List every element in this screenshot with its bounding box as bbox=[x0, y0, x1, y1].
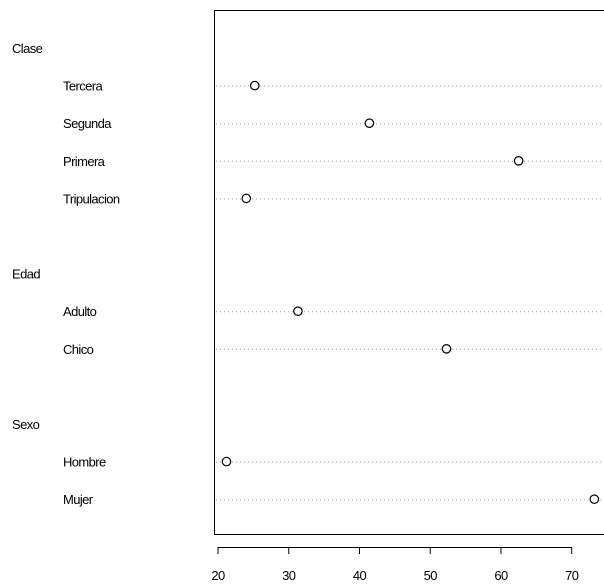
x-tick-label: 60 bbox=[494, 568, 508, 583]
data-point bbox=[364, 118, 375, 128]
x-tick-label: 30 bbox=[282, 568, 296, 583]
group-label: Edad bbox=[12, 267, 40, 282]
row-label: Hombre bbox=[63, 455, 106, 470]
row-label: Tercera bbox=[63, 79, 104, 94]
group-label: Sexo bbox=[12, 417, 40, 432]
row-labels: Clase Tercera Segunda Primera Tripulacion Eda… bbox=[12, 41, 120, 507]
x-axis: 20 30 40 50 60 70 bbox=[211, 547, 579, 583]
guide-lines bbox=[216, 85, 604, 501]
x-tick-label: 70 bbox=[565, 568, 579, 583]
data-point bbox=[293, 306, 303, 316]
x-tick-label: 20 bbox=[211, 568, 225, 583]
row-label: Tripulacion bbox=[63, 191, 120, 206]
row-label: Chico bbox=[63, 342, 94, 357]
data-points bbox=[221, 80, 600, 504]
x-tick-label: 40 bbox=[353, 568, 367, 583]
data-point bbox=[249, 80, 260, 91]
row-label: Primera bbox=[63, 154, 106, 169]
data-point bbox=[221, 456, 232, 467]
row-label: Mujer bbox=[63, 492, 94, 507]
row-label: Adulto bbox=[63, 304, 97, 319]
data-point bbox=[441, 343, 452, 354]
data-point bbox=[513, 156, 524, 166]
x-tick-label: 50 bbox=[424, 568, 438, 583]
plot-frame bbox=[214, 10, 604, 535]
group-label: Clase bbox=[12, 41, 43, 56]
data-point bbox=[241, 193, 252, 204]
data-point bbox=[589, 494, 600, 504]
row-label: Segunda bbox=[63, 116, 112, 131]
